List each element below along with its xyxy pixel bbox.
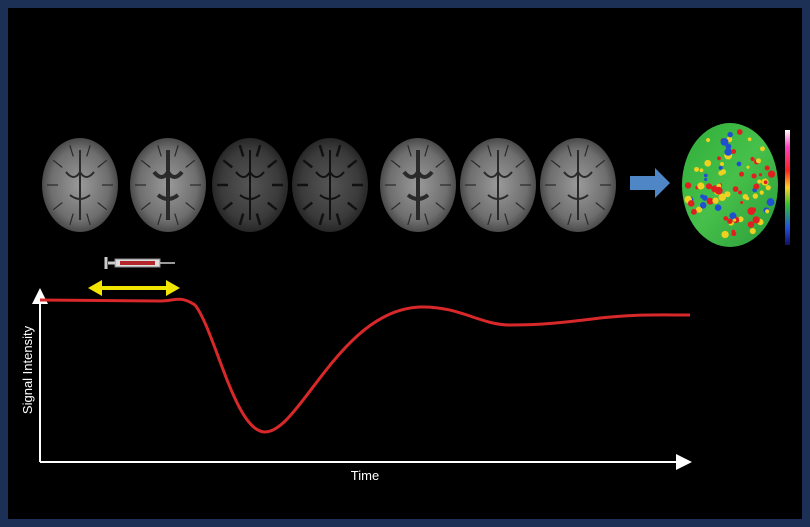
map-spot: [725, 192, 728, 195]
map-spot: [721, 138, 729, 146]
map-spot: [760, 190, 764, 194]
map-spot: [702, 195, 708, 201]
map-spot: [737, 162, 742, 167]
map-spot: [765, 165, 770, 170]
map-spot: [719, 166, 723, 170]
map-spot: [729, 212, 736, 219]
map-spot: [704, 160, 711, 167]
map-spot: [731, 149, 736, 154]
map-spot: [740, 201, 743, 204]
map-spot: [706, 138, 710, 142]
page: Signal Intensity Time (() => { const dat…: [0, 0, 810, 527]
map-spot: [688, 200, 695, 207]
map-spot: [751, 207, 756, 212]
color-bar: [785, 130, 790, 245]
map-spot: [717, 156, 721, 160]
map-spot: [732, 231, 737, 236]
map-spot: [700, 202, 707, 209]
map-spot: [718, 171, 723, 176]
syringe-fluid: [120, 261, 155, 265]
map-spot: [723, 216, 728, 221]
figure: Signal Intensity Time: [0, 0, 810, 527]
map-spot: [737, 129, 743, 135]
map-spot: [700, 168, 704, 172]
map-spot: [756, 158, 761, 163]
map-spot: [764, 180, 768, 184]
map-spot: [704, 178, 707, 181]
map-spot: [727, 218, 733, 224]
map-spot: [733, 186, 739, 192]
map-spot: [706, 183, 712, 189]
map-spot: [712, 198, 718, 204]
map-spot: [760, 146, 765, 151]
map-spot: [739, 172, 744, 177]
map-spot: [748, 221, 754, 227]
map-spot: [753, 184, 759, 190]
map-spot: [715, 204, 722, 211]
map-spot: [757, 179, 761, 183]
map-spot: [746, 166, 749, 169]
map-spot: [753, 216, 760, 223]
map-spot: [767, 198, 775, 206]
map-spot: [720, 162, 724, 166]
map-spot: [727, 132, 733, 138]
map-spot: [768, 171, 775, 178]
x-axis-label: Time: [351, 468, 379, 483]
map-spot: [766, 185, 771, 190]
map-spot: [697, 182, 704, 189]
map-spot: [751, 173, 756, 178]
map-spot: [733, 219, 736, 222]
map-spot: [765, 209, 769, 213]
map-spot: [704, 174, 708, 178]
map-spot: [750, 228, 756, 234]
map-spot: [745, 197, 749, 201]
map-spot: [738, 190, 742, 194]
map-spot: [694, 167, 699, 172]
map-spot: [753, 193, 758, 198]
perfusion-map: [682, 123, 778, 247]
map-spot: [721, 231, 728, 238]
map-spot: [691, 209, 697, 215]
map-spot: [685, 182, 691, 188]
map-spot: [759, 173, 762, 176]
y-axis-label: Signal Intensity: [20, 325, 35, 414]
map-spot: [715, 187, 723, 195]
map-spot: [748, 137, 752, 141]
map-spot: [750, 157, 754, 161]
